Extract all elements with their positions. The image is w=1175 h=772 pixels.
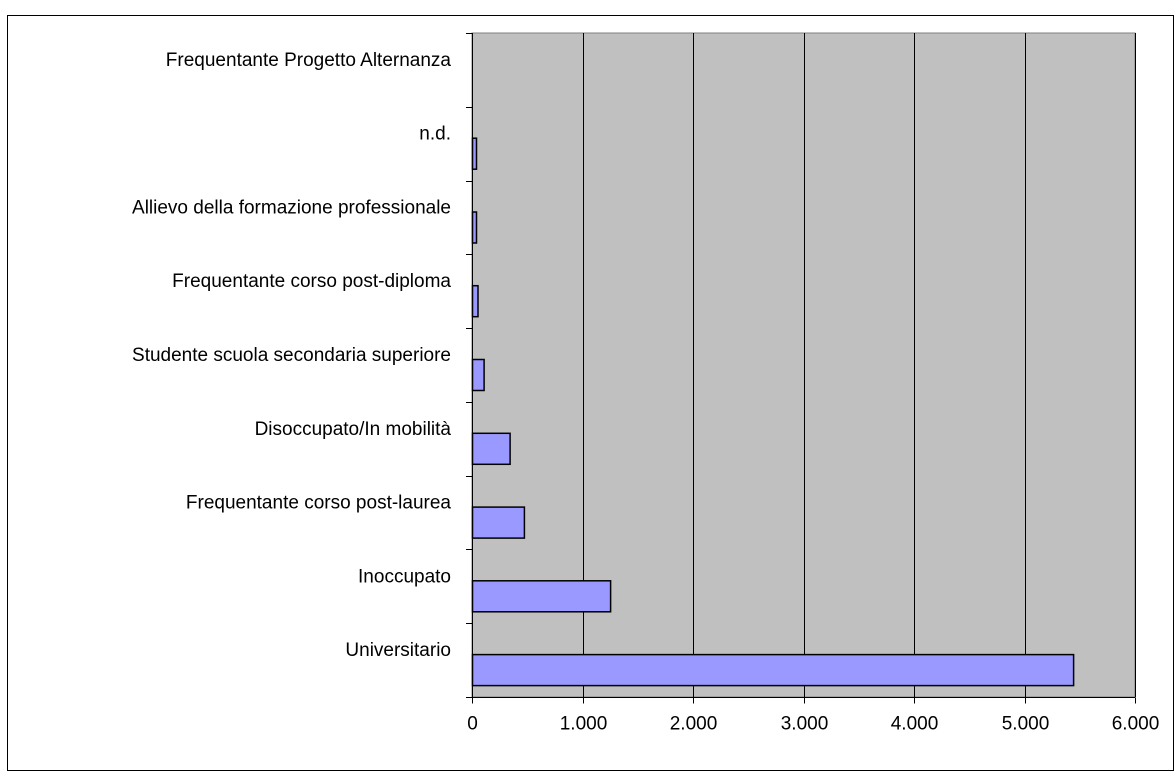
category-label: n.d. [419,124,451,145]
bar [471,284,479,318]
bar [471,137,478,170]
x-tick-label: 2.000 [670,714,718,735]
x-tick-label: 3.000 [781,714,829,735]
category-label: Universitario [345,640,451,661]
axes [466,33,1136,704]
x-tick-labels: 0 1.000 2.000 3.000 4.000 5.000 6.000 [467,714,1159,735]
category-label: Studente scuola secondaria superiore [132,345,451,366]
category-label: Frequentante corso post-diploma [172,271,451,292]
category-label: Frequentante Progetto Alternanza [166,50,452,71]
bars [471,137,1075,687]
bar [471,358,485,392]
category-label: Frequentante corso post-laurea [186,493,452,514]
bar [471,580,612,613]
bar [471,653,1075,687]
category-label: Disoccupato/In mobilità [255,419,452,440]
category-labels: Universitario Inoccupato Frequentante cors… [132,50,451,661]
x-tick-label: 6.000 [1112,714,1160,735]
category-label: Allievo della formazione professionale [132,197,451,218]
x-tick-label: 0 [467,714,478,735]
bar [471,432,511,466]
bar [471,211,478,244]
x-tick-label: 4.000 [891,714,939,735]
x-tick-label: 5.000 [1002,714,1050,735]
gridlines [583,33,1136,697]
bar [471,506,526,539]
category-label: Inoccupato [358,566,451,587]
x-tick-label: 1.000 [560,714,608,735]
